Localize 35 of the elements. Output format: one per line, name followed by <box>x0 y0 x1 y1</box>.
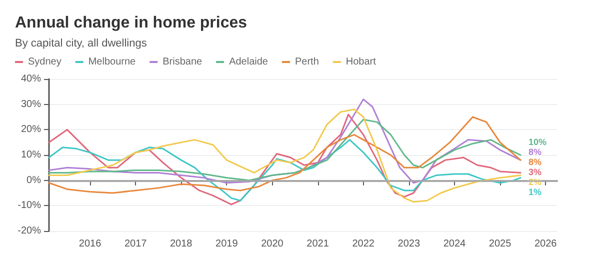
data-label: 8% <box>528 146 542 157</box>
legend-label: Melbourne <box>88 56 136 68</box>
y-tick-label: 0% <box>26 174 42 186</box>
legend-label: Adelaide <box>229 56 268 68</box>
x-tick-label: 2020 <box>261 238 284 250</box>
data-label: 1% <box>528 186 542 197</box>
x-tick-label: 2026 <box>534 238 558 250</box>
y-tick-label: 20% <box>20 124 42 136</box>
legend-label: Sydney <box>28 56 62 68</box>
x-tick-label: 2022 <box>352 238 375 250</box>
line-series <box>48 118 522 182</box>
line-series <box>48 116 522 194</box>
x-tick-label: 2024 <box>443 238 466 250</box>
x-tick-label: 2023 <box>398 238 420 250</box>
x-tick-label: 2017 <box>124 238 148 250</box>
chart-subtitle: By capital city, all dwellings <box>15 38 148 50</box>
x-tick-label: 2025 <box>488 238 512 250</box>
data-label: 10% <box>528 136 547 147</box>
line-series <box>48 98 522 184</box>
legend-label: Brisbane <box>162 56 203 68</box>
data-label: 8% <box>528 156 542 167</box>
y-tick-label: 10% <box>20 150 42 160</box>
chart-title: Annual change in home prices <box>15 14 248 32</box>
y-tick-label: 30% <box>20 98 42 110</box>
y-tick-label: -20% <box>18 226 42 236</box>
x-tick-label: 2018 <box>170 238 193 250</box>
x-tick-label: 2016 <box>78 238 102 250</box>
x-tick-label: 2021 <box>306 238 330 250</box>
line-series <box>48 139 522 202</box>
y-tick-label: 40% <box>20 74 42 84</box>
data-label: 3% <box>528 166 542 177</box>
x-tick-label: 2019 <box>216 238 238 250</box>
legend-label: Hobart <box>346 56 376 68</box>
y-tick-label: -10% <box>18 200 42 212</box>
legend-label: Perth <box>294 56 319 68</box>
